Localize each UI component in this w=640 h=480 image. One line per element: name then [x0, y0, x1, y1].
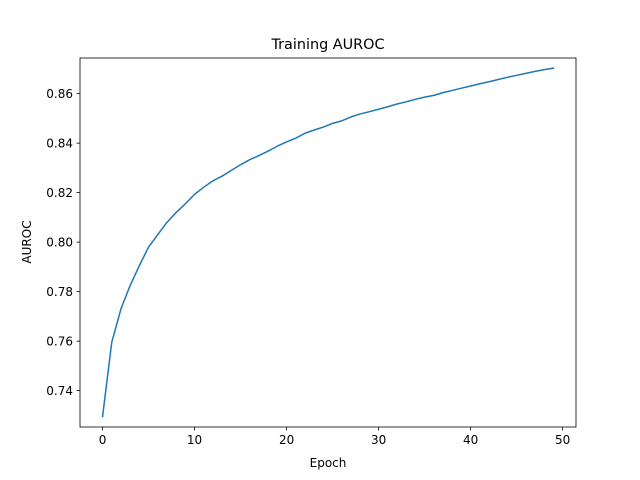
chart-title: Training AUROC — [270, 37, 384, 53]
x-tick-label: 0 — [99, 433, 107, 447]
y-tick-label: 0.86 — [46, 87, 73, 101]
x-tick-label: 10 — [187, 433, 202, 447]
y-tick-label: 0.80 — [46, 235, 73, 249]
y-tick-label: 0.78 — [46, 285, 73, 299]
x-tick-label: 20 — [279, 433, 294, 447]
y-tick-label: 0.74 — [46, 384, 73, 398]
y-tick-label: 0.82 — [46, 186, 73, 200]
x-tick-label: 50 — [555, 433, 570, 447]
y-axis-ticks: 0.74 0.76 0.78 0.80 0.82 0.84 0.86 — [46, 87, 80, 398]
x-tick-label: 40 — [463, 433, 478, 447]
y-axis-label: AUROC — [20, 220, 34, 263]
x-axis-label: Epoch — [310, 456, 347, 470]
x-tick-label: 30 — [371, 433, 386, 447]
y-tick-label: 0.76 — [46, 334, 73, 348]
y-tick-label: 0.84 — [46, 136, 73, 150]
x-axis-ticks: 0 10 20 30 40 50 — [99, 427, 570, 447]
series-line-0 — [101, 67, 555, 418]
